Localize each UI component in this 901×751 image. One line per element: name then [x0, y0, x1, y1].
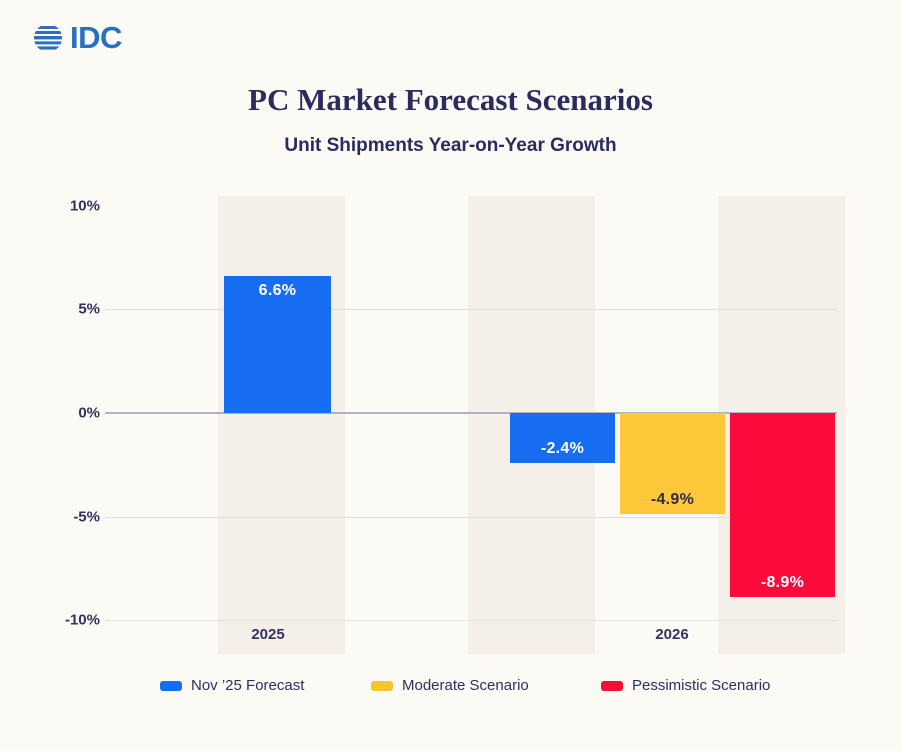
logo-text: IDC	[70, 20, 122, 55]
legend-label: Pessimistic Scenario	[632, 677, 771, 694]
legend-swatch-blue	[160, 680, 182, 691]
ytick-0: 0%	[78, 404, 100, 422]
bar-2026-moderate-scenario: -4.9%	[620, 413, 725, 514]
legend-item-nov-forecast: Nov ’25 Forecast	[160, 677, 304, 694]
chart-subtitle: Unit Shipments Year-on-Year Growth	[284, 135, 617, 156]
ytick-m5: -5%	[73, 508, 100, 526]
bar-2025-nov-forecast: 6.6%	[224, 276, 331, 413]
globe-icon	[30, 20, 66, 56]
bar-value-label: -8.9%	[760, 574, 805, 591]
legend-item-pessimistic-scenario: Pessimistic Scenario	[601, 677, 770, 694]
idc-logo: IDC	[30, 20, 122, 56]
bar-2026-nov-forecast: -2.4%	[510, 413, 615, 463]
bar-2026-pessimistic-scenario: -8.9%	[730, 413, 835, 597]
legend-item-moderate-scenario: Moderate Scenario	[371, 677, 529, 694]
ytick-5: 5%	[78, 300, 100, 318]
legend-label: Moderate Scenario	[402, 677, 529, 694]
chart-title: PC Market Forecast Scenarios	[248, 82, 653, 117]
ytick-m10: -10%	[64, 611, 100, 629]
legend-swatch-red	[601, 680, 623, 691]
bar-value-label: -2.4%	[540, 440, 585, 457]
bar-value-label: -4.9%	[650, 491, 695, 508]
xtick-2025: 2025	[251, 626, 285, 643]
xtick-2026: 2026	[655, 626, 689, 643]
gridline-5pct	[105, 309, 837, 310]
ytick-10: 10%	[69, 197, 100, 215]
legend-label: Nov ’25 Forecast	[191, 677, 305, 694]
legend-swatch-yellow	[371, 680, 393, 691]
gridline-minus10pct	[105, 620, 837, 621]
gridline-0pct-axis	[105, 412, 837, 414]
category-band-2025	[218, 196, 345, 654]
gridline-minus5pct	[105, 517, 837, 518]
bar-value-label: 6.6%	[258, 282, 297, 299]
